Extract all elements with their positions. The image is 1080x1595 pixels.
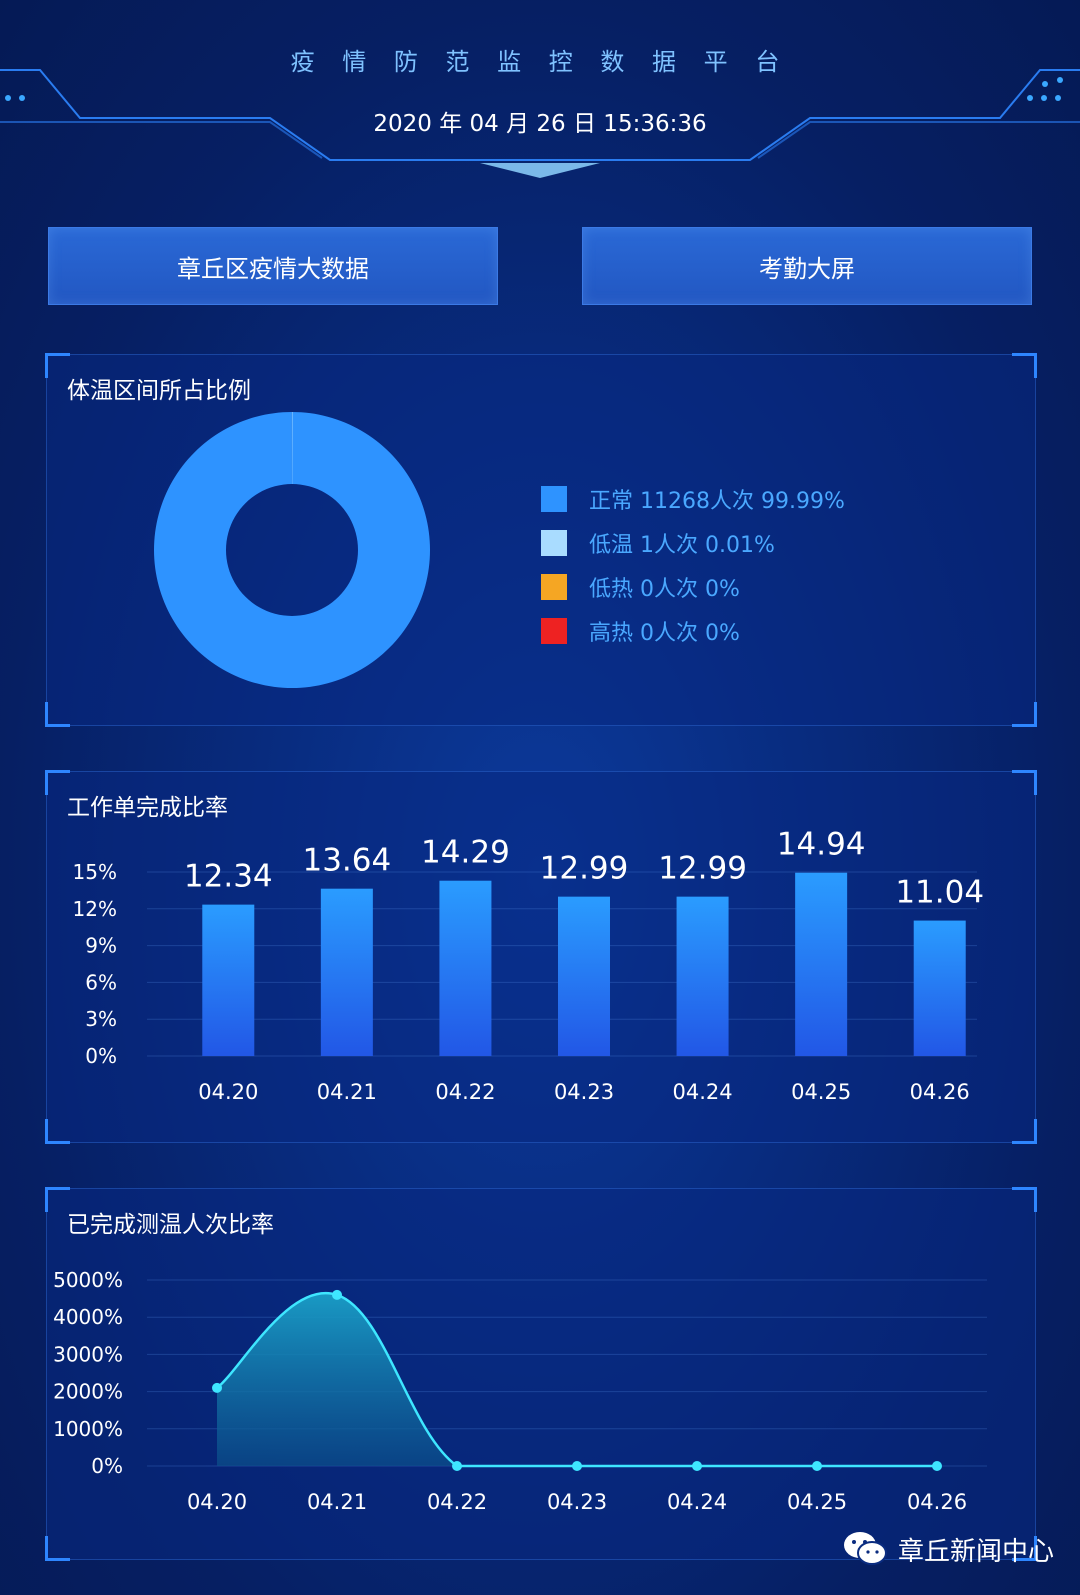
corner-decoration bbox=[45, 1119, 70, 1144]
datetime-display: 2020 年 04 月 26 日 15:36:36 bbox=[373, 111, 707, 137]
x-tick-label: 04.20 bbox=[187, 1490, 247, 1514]
corner-decoration bbox=[1012, 1187, 1037, 1212]
panel-title: 体温区间所占比例 bbox=[67, 378, 251, 404]
x-tick-label: 04.21 bbox=[317, 1080, 377, 1104]
watermark-text: 章丘新闻中心 bbox=[897, 1536, 1054, 1567]
legend-label: 正常 11268人次 99.99% bbox=[589, 489, 845, 514]
corner-decoration bbox=[1012, 1536, 1037, 1561]
legend-item[interactable]: 高热 0人次 0% bbox=[541, 609, 845, 653]
x-tick-label: 04.26 bbox=[907, 1490, 967, 1514]
corner-decoration bbox=[45, 770, 70, 795]
workorder-completion-panel: 工作单完成比率 0% 3% 6% 9% 12% 15% 12.34 04.20 13.64 04.… bbox=[45, 770, 1037, 1144]
y-tick-label: 1000% bbox=[53, 1417, 123, 1441]
district-epidemic-data-button[interactable]: 章丘区疫情大数据 bbox=[48, 227, 498, 305]
legend-label: 低热 0人次 0% bbox=[589, 577, 740, 602]
header-frame bbox=[0, 69, 1080, 178]
bar-chart: 0% 3% 6% 9% 12% 15% 12.34 04.20 13.64 04.21 14.29 0… bbox=[73, 827, 985, 1104]
data-point[interactable] bbox=[692, 1461, 702, 1471]
attendance-screen-button[interactable]: 考勤大屏 bbox=[582, 227, 1032, 305]
legend-swatch-high-fever bbox=[541, 618, 567, 644]
y-tick-label: 15% bbox=[73, 860, 117, 884]
x-tick-label: 04.24 bbox=[667, 1490, 727, 1514]
bar-value-label: 14.29 bbox=[421, 835, 510, 871]
y-tick-label: 5000% bbox=[53, 1268, 123, 1292]
data-point[interactable] bbox=[332, 1289, 342, 1300]
bar[interactable] bbox=[202, 904, 255, 1056]
bar-value-label: 12.99 bbox=[658, 851, 747, 887]
bar[interactable] bbox=[795, 872, 848, 1056]
y-tick-label: 9% bbox=[85, 934, 117, 958]
legend-item[interactable]: 低热 0人次 0% bbox=[541, 565, 845, 609]
legend-label: 低温 1人次 0.01% bbox=[589, 533, 775, 558]
bar-value-label: 12.99 bbox=[540, 851, 629, 887]
corner-decoration bbox=[45, 353, 70, 378]
y-tick-label: 0% bbox=[85, 1044, 117, 1068]
y-tick-label: 3% bbox=[85, 1007, 117, 1031]
data-point[interactable] bbox=[932, 1461, 942, 1471]
corner-decoration bbox=[1012, 702, 1037, 727]
bar-value-label: 14.94 bbox=[777, 827, 866, 863]
bar-value-label: 11.04 bbox=[895, 875, 984, 911]
corner-decoration bbox=[45, 1536, 70, 1561]
page-title: 疫 情 防 范 监 控 数 据 平 台 bbox=[290, 48, 790, 76]
x-tick-label: 04.25 bbox=[791, 1080, 851, 1104]
watermark: 章丘新闻中心 bbox=[842, 1529, 1054, 1569]
x-tick-label: 04.22 bbox=[427, 1490, 487, 1514]
data-point[interactable] bbox=[452, 1461, 462, 1471]
x-tick-label: 04.25 bbox=[787, 1490, 847, 1514]
donut-slice-1[interactable] bbox=[154, 412, 431, 688]
x-tick-label: 04.23 bbox=[554, 1080, 614, 1104]
temperature-ratio-panel: 体温区间所占比例 正常 11268人次 99.99% 低温 1人次 0.01% … bbox=[45, 353, 1037, 727]
y-tick-label: 3000% bbox=[53, 1342, 123, 1366]
area-chart: 0% 1000% 2000% 3000% 4000% 5000% 04.20 04.21 04.… bbox=[53, 1268, 987, 1514]
data-point[interactable] bbox=[812, 1461, 822, 1471]
legend-item[interactable]: 低温 1人次 0.01% bbox=[541, 521, 845, 565]
y-tick-label: 6% bbox=[85, 970, 117, 994]
legend-swatch-low-fever bbox=[541, 574, 567, 600]
donut-chart bbox=[154, 412, 431, 688]
corner-decoration bbox=[1012, 1119, 1037, 1144]
data-point[interactable] bbox=[572, 1461, 582, 1471]
y-tick-label: 0% bbox=[91, 1454, 123, 1478]
corner-decoration bbox=[45, 1187, 70, 1212]
measurement-ratio-panel: 已完成测温人次比率 0% 1000% 2000% 3000% 4000% 5000% 04.… bbox=[45, 1187, 1037, 1561]
data-point[interactable] bbox=[212, 1382, 222, 1393]
bar[interactable] bbox=[913, 920, 966, 1056]
bar[interactable] bbox=[558, 896, 610, 1056]
area-fill bbox=[217, 1293, 937, 1466]
corner-decoration bbox=[1012, 353, 1037, 378]
bar[interactable] bbox=[320, 888, 373, 1056]
y-tick-label: 4000% bbox=[53, 1305, 123, 1329]
y-tick-label: 2000% bbox=[53, 1380, 123, 1404]
bar[interactable] bbox=[676, 896, 729, 1056]
x-tick-label: 04.20 bbox=[198, 1080, 258, 1104]
legend-swatch-normal bbox=[541, 486, 567, 512]
panel-title: 工作单完成比率 bbox=[67, 795, 228, 821]
x-tick-label: 04.21 bbox=[307, 1490, 367, 1514]
x-tick-label: 04.26 bbox=[910, 1080, 970, 1104]
corner-decoration bbox=[45, 702, 70, 727]
bar[interactable] bbox=[439, 880, 492, 1056]
x-tick-label: 04.22 bbox=[435, 1080, 495, 1104]
legend-item[interactable]: 正常 11268人次 99.99% bbox=[541, 477, 845, 521]
legend-label: 高热 0人次 0% bbox=[589, 621, 740, 646]
donut-slice-2[interactable] bbox=[291, 412, 293, 485]
legend-swatch-low-temp bbox=[541, 530, 567, 556]
x-tick-label: 04.23 bbox=[547, 1490, 607, 1514]
wechat-icon bbox=[843, 1532, 887, 1565]
panel-title: 已完成测温人次比率 bbox=[67, 1212, 274, 1238]
x-tick-label: 04.24 bbox=[673, 1080, 733, 1104]
bar-value-label: 13.64 bbox=[302, 843, 391, 879]
bar-value-label: 12.34 bbox=[184, 859, 273, 895]
y-tick-label: 12% bbox=[73, 897, 117, 921]
legend: 正常 11268人次 99.99% 低温 1人次 0.01% 低热 0人次 0%… bbox=[541, 477, 845, 653]
corner-decoration bbox=[1012, 770, 1037, 795]
